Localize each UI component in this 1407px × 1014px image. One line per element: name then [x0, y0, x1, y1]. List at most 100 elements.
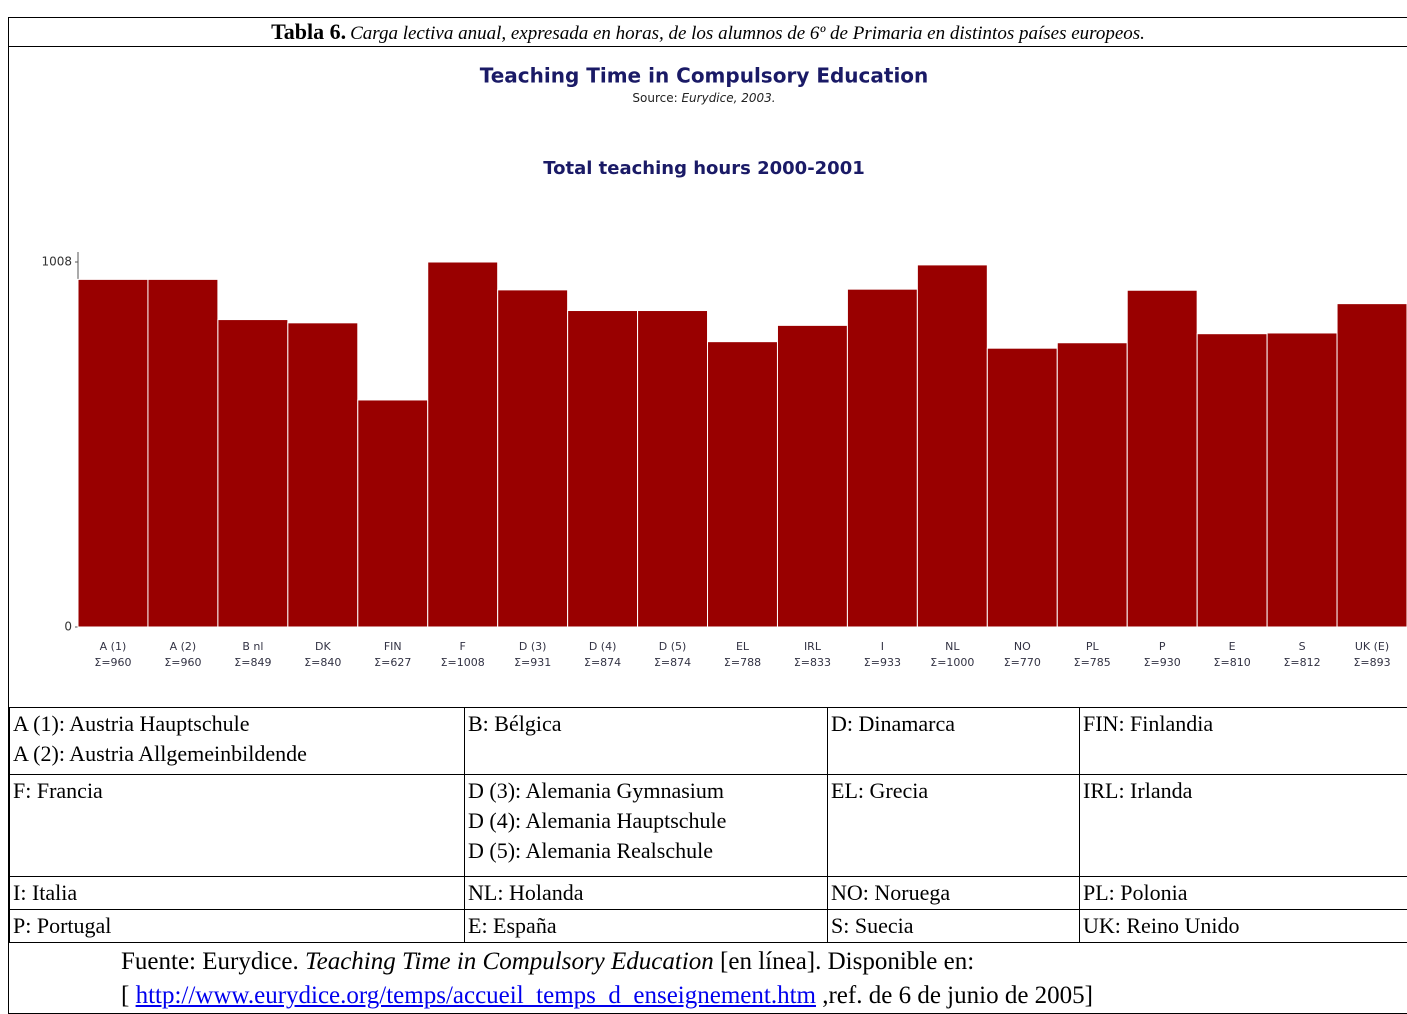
- footer-suffix: [en línea]. Disponible en:: [720, 948, 974, 975]
- caption-label: Tabla 6.: [271, 19, 346, 44]
- cell-line: B: Bélgica: [468, 709, 824, 739]
- cell-line: PL: Polonia: [1083, 878, 1406, 908]
- x-tick-label: EL: [736, 640, 750, 653]
- bar: [148, 279, 218, 627]
- bar: [1267, 333, 1337, 627]
- document: Tabla 6. Carga lectiva anual, expresada …: [8, 17, 1407, 1014]
- cell-line: E: España: [468, 911, 824, 941]
- x-tick-label: F: [460, 640, 466, 653]
- bar: [218, 320, 288, 627]
- table-cell: UK: Reino Unido: [1080, 910, 1407, 943]
- value-label: Σ=1008: [441, 656, 485, 669]
- bar: [358, 400, 428, 627]
- x-tick-label: P: [1159, 640, 1166, 653]
- value-label: Σ=849: [234, 656, 271, 669]
- cell-line: A (2): Austria Allgemeinbildende: [13, 739, 461, 769]
- chart-source: Source: Eurydice, 2003.: [632, 91, 775, 105]
- value-label: Σ=833: [794, 656, 831, 669]
- value-label: Σ=770: [1004, 656, 1041, 669]
- value-label: Σ=960: [164, 656, 201, 669]
- source-label: Source:: [632, 91, 677, 105]
- x-tick-label: D (3): [519, 640, 547, 653]
- source-name: Eurydice, 2003.: [681, 91, 775, 105]
- bar: [917, 265, 987, 627]
- x-tick-label: A (1): [100, 640, 127, 653]
- cell-line: D (3): Alemania Gymnasium: [468, 776, 824, 806]
- x-tick-label: UK (E): [1355, 640, 1389, 653]
- x-tick-label: IRL: [804, 640, 822, 653]
- x-tick-label: D (5): [659, 640, 687, 653]
- cell-line: IRL: Irlanda: [1083, 776, 1406, 806]
- bar: [708, 342, 778, 627]
- x-tick-label: B nl: [242, 640, 263, 653]
- bar: [1337, 304, 1407, 627]
- x-tick-label: PL: [1086, 640, 1100, 653]
- table-cell: I: Italia: [10, 877, 465, 910]
- x-tick-label: I: [881, 640, 884, 653]
- value-label: Σ=810: [1214, 656, 1251, 669]
- cell-line: P: Portugal: [13, 911, 461, 941]
- x-tick-label: D (4): [589, 640, 617, 653]
- value-label: Σ=840: [304, 656, 341, 669]
- value-label: Σ=893: [1353, 656, 1390, 669]
- cell-line: FIN: Finlandia: [1083, 709, 1406, 739]
- chart-subtitle: Total teaching hours 2000-2001: [543, 158, 865, 179]
- cell-line: NL: Holanda: [468, 878, 824, 908]
- value-label: Σ=933: [864, 656, 901, 669]
- cell-line: I: Italia: [13, 878, 461, 908]
- value-label: Σ=960: [94, 656, 131, 669]
- x-tick-label: A (2): [170, 640, 197, 653]
- caption: Tabla 6. Carga lectiva anual, expresada …: [9, 18, 1407, 47]
- cell-line: EL: Grecia: [831, 776, 1076, 806]
- chart: Teaching Time in Compulsory Education So…: [9, 47, 1407, 707]
- table-cell: F: Francia: [10, 775, 465, 877]
- chart-title: Teaching Time in Compulsory Education: [480, 64, 929, 88]
- value-label: Σ=930: [1144, 656, 1181, 669]
- bar: [987, 348, 1057, 627]
- table-cell: IRL: Irlanda: [1080, 775, 1407, 877]
- y-tick-label: 1008: [41, 255, 72, 269]
- bar: [498, 290, 568, 627]
- table-cell: D: Dinamarca: [828, 708, 1080, 775]
- bar: [288, 323, 358, 627]
- bar: [847, 289, 917, 627]
- footer-ref: ,ref. de 6 de junio de 2005]: [822, 982, 1093, 1009]
- bar: [638, 311, 708, 627]
- x-tick-label: NL: [945, 640, 960, 653]
- cell-line: A (1): Austria Hauptschule: [13, 709, 461, 739]
- cell-line: S: Suecia: [831, 911, 1076, 941]
- bar: [428, 262, 498, 627]
- x-tick-label: FIN: [384, 640, 402, 653]
- table-cell: PL: Polonia: [1080, 877, 1407, 910]
- cell-line: F: Francia: [13, 776, 461, 806]
- table-cell: NL: Holanda: [465, 877, 828, 910]
- y-tick-label: 0: [64, 620, 72, 634]
- footer-link[interactable]: http://www.eurydice.org/temps/accueil_te…: [136, 982, 816, 1009]
- table-cell: P: Portugal: [10, 910, 465, 943]
- table-cell: B: Bélgica: [465, 708, 828, 775]
- bar: [1057, 343, 1127, 627]
- table-cell: EL: Grecia: [828, 775, 1080, 877]
- cell-line: D (4): Alemania Hauptschule: [468, 806, 824, 836]
- caption-text: Carga lectiva anual, expresada en horas,…: [350, 23, 1145, 44]
- footer-title: Teaching Time in Compulsory Education: [305, 948, 714, 975]
- footer-prefix: Fuente: Eurydice.: [121, 948, 299, 975]
- value-label: Σ=874: [584, 656, 621, 669]
- bar: [78, 279, 148, 627]
- bar: [777, 325, 847, 627]
- value-label: Σ=874: [654, 656, 691, 669]
- value-label: Σ=785: [1074, 656, 1111, 669]
- cell-line: UK: Reino Unido: [1083, 911, 1406, 941]
- table-cell: NO: Noruega: [828, 877, 1080, 910]
- footer: Fuente: Eurydice. Teaching Time in Compu…: [9, 943, 1407, 1013]
- cell-line: D: Dinamarca: [831, 709, 1076, 739]
- x-tick-label: S: [1299, 640, 1306, 653]
